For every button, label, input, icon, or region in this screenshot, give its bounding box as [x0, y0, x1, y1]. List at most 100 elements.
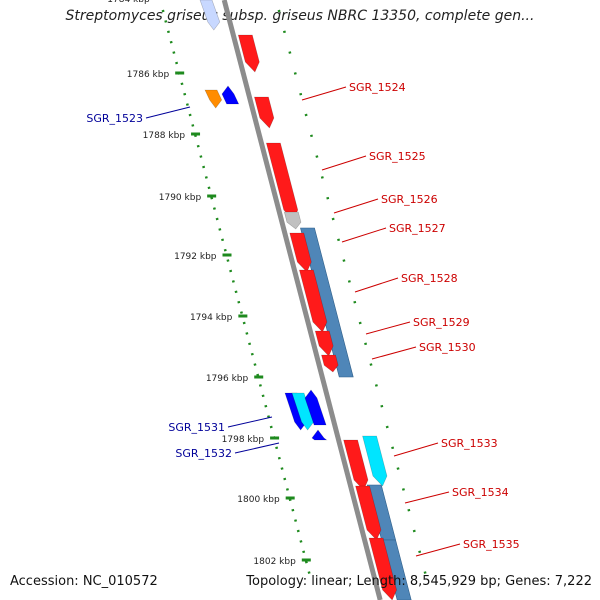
left-tick [272, 436, 276, 439]
left-tick [291, 508, 295, 512]
left-tick [199, 155, 203, 158]
left-tick [231, 280, 235, 283]
right-tick [304, 113, 308, 117]
label-leader-lines [145, 86, 461, 557]
left-tick [166, 30, 170, 34]
gene-sgr-1528 [299, 269, 328, 333]
scale-label: 1798 kbp [222, 435, 265, 445]
gene-label-right[interactable]: SGR_1534 [452, 486, 509, 499]
left-tick [294, 519, 298, 522]
right-tick [337, 238, 341, 242]
gene-label-right[interactable]: SGR_1530 [419, 341, 476, 354]
left-tick [237, 300, 241, 304]
left-tick [296, 529, 300, 533]
scale-label: 1788 kbp [143, 131, 186, 141]
left-tick [280, 467, 284, 470]
left-tick [250, 352, 254, 356]
gene-label-right[interactable]: SGR_1525 [369, 150, 426, 163]
left-tick [191, 124, 195, 127]
scale-ruler: 1784 kbp 1786 kbp 1788 kbp 1790 kbp 1792 kbp… [107, 0, 311, 567]
genome-title: Streptomyces griseus subsp. griseus NBRC… [65, 8, 535, 24]
gene-label-left[interactable]: SGR_1532 [175, 447, 232, 460]
gene-sgr-1530 [321, 354, 339, 373]
left-tick [302, 550, 306, 554]
leader-line-right [404, 491, 450, 504]
left-tick [172, 51, 176, 54]
left-tick [180, 82, 184, 86]
left-tick [221, 238, 225, 242]
gene-sgr-1527 [289, 232, 312, 273]
tick-marks [161, 9, 427, 574]
gene-label-right[interactable]: SGR_1528 [401, 272, 458, 285]
gene-sgr-1524a [237, 34, 260, 73]
gene-label-right[interactable]: SGR_1526 [381, 193, 438, 206]
gene-sgr-1524 [254, 96, 275, 129]
right-tick [277, 9, 281, 13]
gene-sgr-1531b [304, 389, 327, 426]
gene-sgr-1526 [283, 211, 302, 230]
leader-line-right [415, 543, 461, 557]
left-tick [169, 40, 173, 44]
leader-line-left [234, 442, 280, 454]
left-tick [258, 384, 262, 387]
gene-label-right[interactable]: SGR_1524 [349, 81, 406, 94]
right-tick [299, 92, 303, 96]
scale-label: 1800 kbp [237, 495, 280, 505]
gene-label-left[interactable]: SGR_1523 [86, 112, 143, 125]
left-tick [283, 477, 287, 481]
gene-label-right[interactable]: SGR_1527 [389, 222, 446, 235]
leader-line-right [333, 198, 379, 214]
left-tick [183, 92, 187, 96]
backbone-line [221, 0, 383, 600]
right-tick [401, 488, 405, 491]
gene-label-right[interactable]: SGR_1535 [463, 538, 520, 551]
left-tick [161, 9, 165, 13]
scale-label: 1802 kbp [253, 557, 296, 567]
gene-label-right[interactable]: SGR_1533 [441, 437, 498, 450]
right-tick [293, 72, 297, 75]
leader-line-right [321, 155, 367, 171]
gene-sgr-1529 [314, 330, 334, 357]
right-tick [331, 217, 335, 221]
right-tick [320, 176, 324, 179]
left-tick [215, 217, 219, 221]
right-tick [347, 280, 351, 283]
gene-sgr-1531-cyan [291, 392, 314, 431]
gene-sgr-1533-cyan [362, 435, 388, 487]
left-tick [253, 363, 257, 366]
leader-line-right [341, 227, 387, 243]
left-tick [261, 394, 265, 398]
scale-label: 1790 kbp [159, 193, 202, 203]
left-tick [269, 425, 273, 429]
left-tick [277, 456, 281, 460]
left-tick [275, 446, 279, 450]
left-tick [240, 311, 243, 314]
right-tick [358, 321, 362, 325]
left-tick [194, 134, 197, 138]
operon-bar-1 [300, 227, 354, 378]
left-tick [299, 540, 303, 543]
left-tick [188, 113, 192, 117]
gene-label-left[interactable]: SGR_1531 [168, 421, 225, 434]
left-tick [307, 571, 311, 574]
left-tick [185, 103, 189, 106]
left-tick [196, 144, 200, 148]
leader-line-right [354, 277, 399, 293]
left-tick [288, 498, 292, 502]
right-tick [342, 259, 346, 262]
left-tick [229, 269, 233, 273]
scale-label: 1796 kbp [206, 374, 249, 384]
left-tick [242, 321, 246, 325]
leader-line-right [393, 442, 439, 457]
gene-label-right[interactable]: SGR_1529 [413, 316, 470, 329]
left-tick [202, 165, 206, 169]
chromosome-backbone [221, 0, 383, 600]
left-tick [285, 488, 289, 491]
left-tick [226, 259, 230, 262]
gene-sgr-1535 [368, 537, 397, 600]
left-tick [177, 72, 181, 75]
genome-summary-text: Topology: linear; Length: 8,545,929 bp; … [246, 574, 592, 589]
right-tick [315, 155, 319, 158]
gene-sgr-1523-orange [204, 89, 223, 109]
